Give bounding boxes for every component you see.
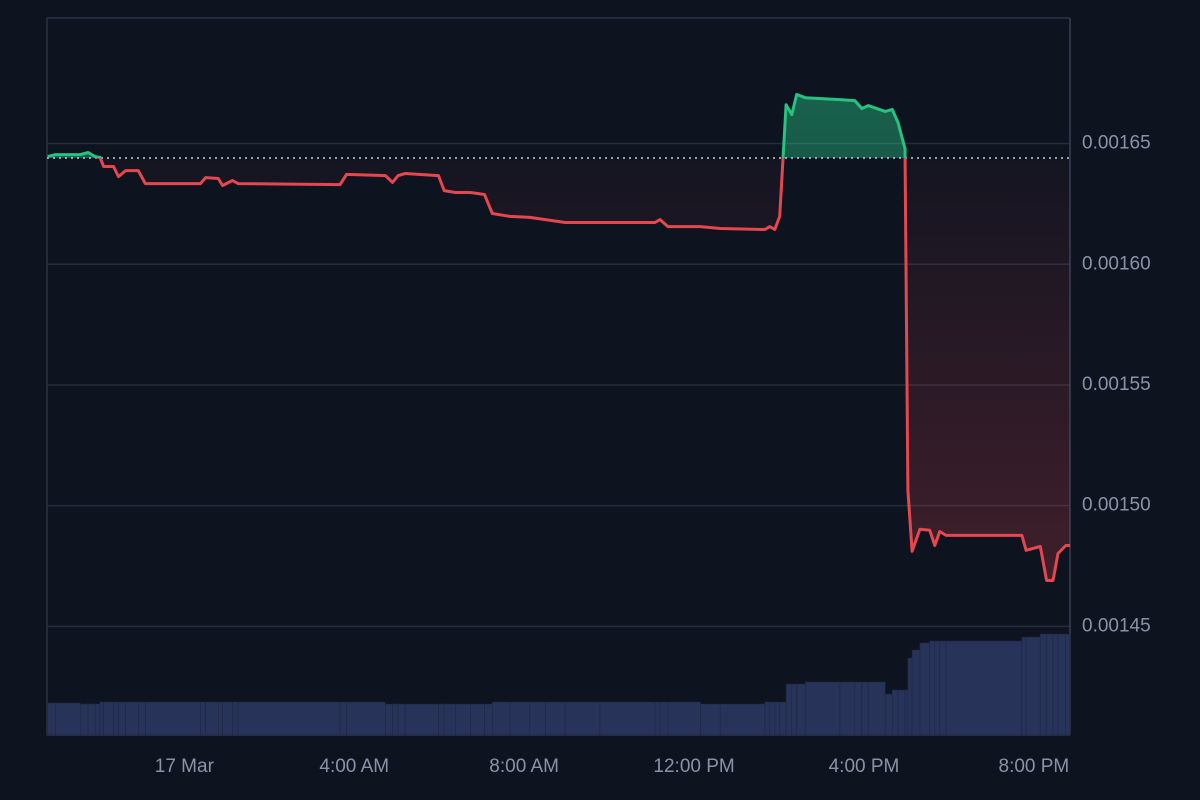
volume-bar xyxy=(892,689,899,736)
volume-bar xyxy=(484,703,493,736)
volume-bar xyxy=(385,703,393,736)
y-tick-label: 0.00145 xyxy=(1082,615,1151,636)
volume-bar xyxy=(564,701,601,736)
volume-bar xyxy=(99,701,104,736)
volume-bar xyxy=(443,703,456,736)
volume-bar xyxy=(339,701,347,736)
volume-bar xyxy=(700,703,721,736)
volume-bar xyxy=(945,640,1023,736)
volume-bar xyxy=(545,701,566,736)
volume-bar xyxy=(232,701,239,736)
y-tick-label: 0.00160 xyxy=(1082,253,1151,274)
volume-bar xyxy=(470,703,485,736)
volume-bar xyxy=(200,701,206,736)
area-down xyxy=(100,158,1070,581)
volume-bar xyxy=(1021,636,1027,736)
volume-bar xyxy=(904,689,909,736)
volume-bar xyxy=(103,701,114,736)
volume-bar xyxy=(659,701,669,736)
volume-bar xyxy=(719,703,766,736)
volume-bar xyxy=(804,681,841,736)
volume-bar xyxy=(1046,633,1054,736)
volume-bar xyxy=(861,681,869,736)
volume-bar xyxy=(1052,633,1059,736)
volume-bar xyxy=(897,689,906,736)
volume-bar xyxy=(884,693,893,736)
volume-bar xyxy=(667,701,701,736)
volume-bar xyxy=(907,657,913,736)
volume-bar xyxy=(1025,636,1041,736)
x-tick-label: 4:00 PM xyxy=(829,756,900,777)
volume-bar xyxy=(492,701,511,736)
volume-bar xyxy=(509,701,531,736)
volume-bar xyxy=(87,703,96,736)
volume-bar xyxy=(392,703,399,736)
volume-bar xyxy=(346,701,386,736)
volume-bar xyxy=(118,701,126,736)
y-tick-label: 0.00150 xyxy=(1082,495,1151,516)
volume-bar xyxy=(1057,633,1067,736)
volume-bar xyxy=(764,701,771,736)
volume-bar xyxy=(911,649,921,736)
volume-bar xyxy=(774,701,781,736)
volume-bar xyxy=(939,640,947,736)
volume-bar xyxy=(438,703,445,736)
volume-bar xyxy=(55,702,81,736)
y-tick-label: 0.00155 xyxy=(1082,374,1151,395)
volume-bar xyxy=(222,701,233,736)
volume-bar xyxy=(854,681,863,736)
x-tick-label: 17 Mar xyxy=(155,756,215,777)
x-tick-label: 12:00 PM xyxy=(653,756,734,777)
volume-bar xyxy=(1065,633,1071,736)
volume-bar xyxy=(785,683,793,736)
volume-bar xyxy=(205,701,219,736)
volume-bar xyxy=(1039,633,1047,736)
x-tick-label: 8:00 AM xyxy=(489,756,559,777)
volume-bar xyxy=(654,701,661,736)
volume-bar xyxy=(113,701,119,736)
x-tick-label: 4:00 AM xyxy=(319,756,389,777)
volume-bar xyxy=(79,703,89,736)
volume-bar xyxy=(779,701,787,736)
volume-bar xyxy=(529,701,546,736)
volume-bar xyxy=(929,640,936,736)
volume-bar xyxy=(599,701,656,736)
volume-bar xyxy=(47,702,56,736)
volume-bar xyxy=(404,703,439,736)
volume-bar xyxy=(796,683,806,736)
volume-bar xyxy=(125,701,139,736)
volume-bar xyxy=(397,703,406,736)
y-tick-label: 0.00165 xyxy=(1082,133,1151,154)
volume-bar xyxy=(867,681,886,736)
volume-bar xyxy=(218,701,223,736)
volume-bar xyxy=(839,681,856,736)
area-up xyxy=(47,94,1070,159)
volume-bar xyxy=(94,703,101,736)
volume-bar xyxy=(145,701,201,736)
volume-bar xyxy=(769,701,776,736)
volume-bar xyxy=(919,642,931,736)
volume-bar xyxy=(934,640,941,736)
x-tick-label: 8:00 PM xyxy=(999,756,1070,777)
volume-bar xyxy=(455,703,471,736)
price-line-down xyxy=(48,158,1070,582)
volume-bar xyxy=(237,701,341,736)
volume-bar xyxy=(791,683,798,736)
volume-bar xyxy=(138,701,146,736)
